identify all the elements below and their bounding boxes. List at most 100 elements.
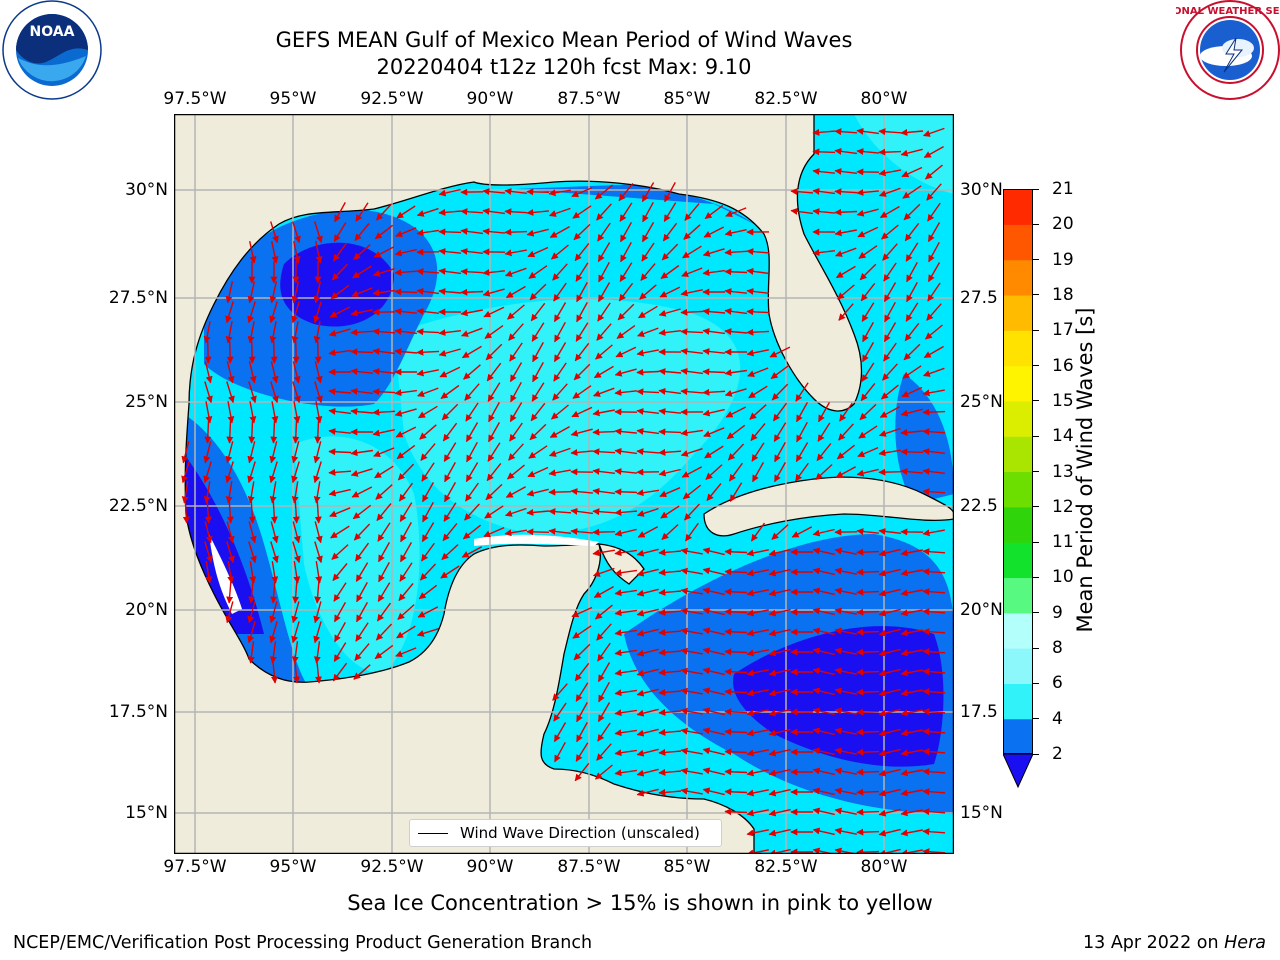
- wind-wave-arrow: [878, 588, 901, 597]
- wind-wave-arrow: [771, 383, 789, 401]
- wind-wave-arrow: [573, 223, 591, 241]
- wind-wave-arrow: [509, 422, 523, 442]
- wind-wave-arrow: [226, 340, 234, 364]
- wind-wave-arrow: [204, 500, 212, 524]
- wind-wave-arrow: [768, 688, 791, 697]
- wind-wave-arrow: [248, 580, 256, 604]
- wind-wave-arrow: [702, 587, 725, 596]
- wind-wave-arrow: [269, 321, 277, 344]
- wind-wave-arrow: [834, 229, 857, 237]
- wind-wave-arrow: [614, 669, 638, 677]
- wind-wave-arrow: [636, 748, 659, 757]
- wind-wave-arrow: [664, 182, 676, 203]
- wind-wave-arrow: [205, 401, 213, 424]
- wind-wave-arrow: [619, 262, 633, 282]
- wind-wave-arrow: [636, 427, 659, 435]
- wind-wave-arrow: [570, 488, 593, 496]
- lon-label-top: 80°W: [860, 89, 908, 109]
- wind-wave-arrow: [376, 602, 392, 622]
- wind-wave-arrow: [247, 301, 256, 324]
- wind-wave-arrow: [861, 362, 875, 382]
- wind-wave-arrow: [226, 541, 235, 564]
- wind-wave-arrow: [203, 441, 212, 464]
- wind-wave-arrow: [532, 342, 544, 363]
- wind-wave-arrow: [465, 462, 479, 483]
- wind-wave-arrow: [269, 441, 278, 464]
- wind-wave-arrow: [790, 188, 814, 196]
- wind-wave-arrow: [269, 641, 277, 664]
- wind-wave-arrow: [835, 247, 857, 257]
- colorbar-segment: [1003, 189, 1033, 225]
- wind-wave-arrow: [834, 647, 857, 655]
- wind-wave-arrow: [377, 522, 391, 542]
- wind-wave-arrow: [438, 348, 461, 357]
- wind-wave-arrow: [507, 304, 525, 320]
- wind-wave-arrow: [702, 567, 725, 576]
- wind-wave-arrow: [441, 543, 459, 561]
- wind-wave-arrow: [333, 602, 347, 623]
- wind-wave-arrow: [614, 569, 638, 577]
- wind-wave-arrow: [526, 488, 549, 497]
- wind-wave-arrow: [878, 708, 901, 717]
- wind-wave-arrow: [724, 668, 748, 676]
- lat-label-right: 30°N: [960, 180, 1003, 200]
- wind-wave-arrow: [878, 468, 902, 476]
- wind-wave-arrow: [483, 526, 505, 538]
- wind-wave-arrow: [680, 547, 703, 555]
- wind-wave-arrow: [900, 749, 923, 757]
- wind-wave-arrow: [812, 208, 835, 216]
- wind-wave-arrow: [658, 568, 682, 576]
- wind-wave-arrow: [482, 228, 505, 236]
- wind-wave-arrow: [900, 709, 923, 717]
- colorbar-tick: [1033, 506, 1039, 508]
- wind-wave-arrow: [902, 365, 922, 379]
- wind-wave-arrow: [768, 728, 791, 737]
- wind-wave-arrow: [548, 469, 571, 477]
- wind-wave-arrow: [615, 346, 637, 358]
- wind-wave-arrow: [247, 481, 255, 504]
- wind-wave-arrow: [878, 788, 901, 797]
- wind-wave-arrow: [926, 183, 942, 201]
- wind-wave-arrow: [658, 408, 681, 415]
- wind-wave-arrow: [878, 828, 901, 837]
- wind-wave-arrow: [747, 367, 769, 377]
- wind-wave-arrow: [878, 688, 901, 697]
- wind-wave-arrow: [203, 461, 212, 484]
- wind-wave-arrow: [438, 248, 461, 255]
- wind-wave-arrow: [205, 560, 213, 584]
- wind-wave-arrow: [878, 728, 901, 737]
- wind-wave-arrow: [247, 321, 255, 344]
- wind-wave-arrow: [394, 408, 417, 417]
- wind-wave-arrow: [550, 244, 569, 260]
- wind-wave-arrow: [900, 468, 923, 476]
- wind-wave-arrow: [592, 448, 616, 456]
- wind-wave-arrow: [350, 468, 373, 477]
- wind-wave-arrow: [724, 568, 748, 576]
- wind-wave-arrow: [351, 287, 373, 297]
- wind-wave-arrow: [900, 408, 923, 417]
- wind-wave-arrow: [350, 368, 373, 375]
- wind-wave-arrow: [485, 483, 503, 501]
- wind-wave-arrow: [574, 762, 590, 782]
- wind-wave-arrow: [834, 547, 857, 555]
- wind-wave-arrow: [292, 381, 301, 404]
- lat-label-left: 30°N: [125, 180, 168, 200]
- colorbar-tick: [1033, 223, 1039, 225]
- wind-wave-arrow: [440, 565, 460, 579]
- wind-wave-arrow: [614, 769, 638, 777]
- wind-wave-arrow: [553, 722, 567, 743]
- wind-wave-arrow: [834, 747, 857, 755]
- wind-wave-arrow: [724, 708, 748, 716]
- wind-wave-arrow: [331, 263, 349, 281]
- wind-wave-arrow: [746, 569, 769, 577]
- wind-wave-arrow: [204, 340, 212, 364]
- wind-wave-arrow: [592, 528, 616, 536]
- wind-wave-arrow: [442, 422, 458, 442]
- wind-wave-arrow: [573, 363, 591, 381]
- wind-wave-arrow: [592, 428, 616, 436]
- wind-wave-arrow: [905, 302, 919, 322]
- wind-wave-arrow: [636, 688, 659, 697]
- wind-wave-arrow: [856, 608, 880, 616]
- wind-wave-arrow: [350, 348, 374, 356]
- wind-wave-arrow: [836, 444, 856, 460]
